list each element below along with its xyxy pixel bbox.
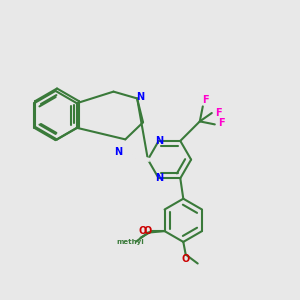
- Text: methyl: methyl: [117, 238, 145, 244]
- Text: N: N: [136, 92, 144, 102]
- Text: N: N: [154, 173, 163, 183]
- Text: O: O: [139, 226, 147, 236]
- Text: O: O: [182, 254, 190, 264]
- Text: O: O: [144, 226, 152, 236]
- Text: F: F: [218, 118, 225, 128]
- Text: N: N: [114, 147, 122, 157]
- Text: N: N: [154, 136, 163, 146]
- Bar: [113, 149, 128, 158]
- Text: F: F: [202, 95, 209, 105]
- Text: F: F: [215, 108, 222, 118]
